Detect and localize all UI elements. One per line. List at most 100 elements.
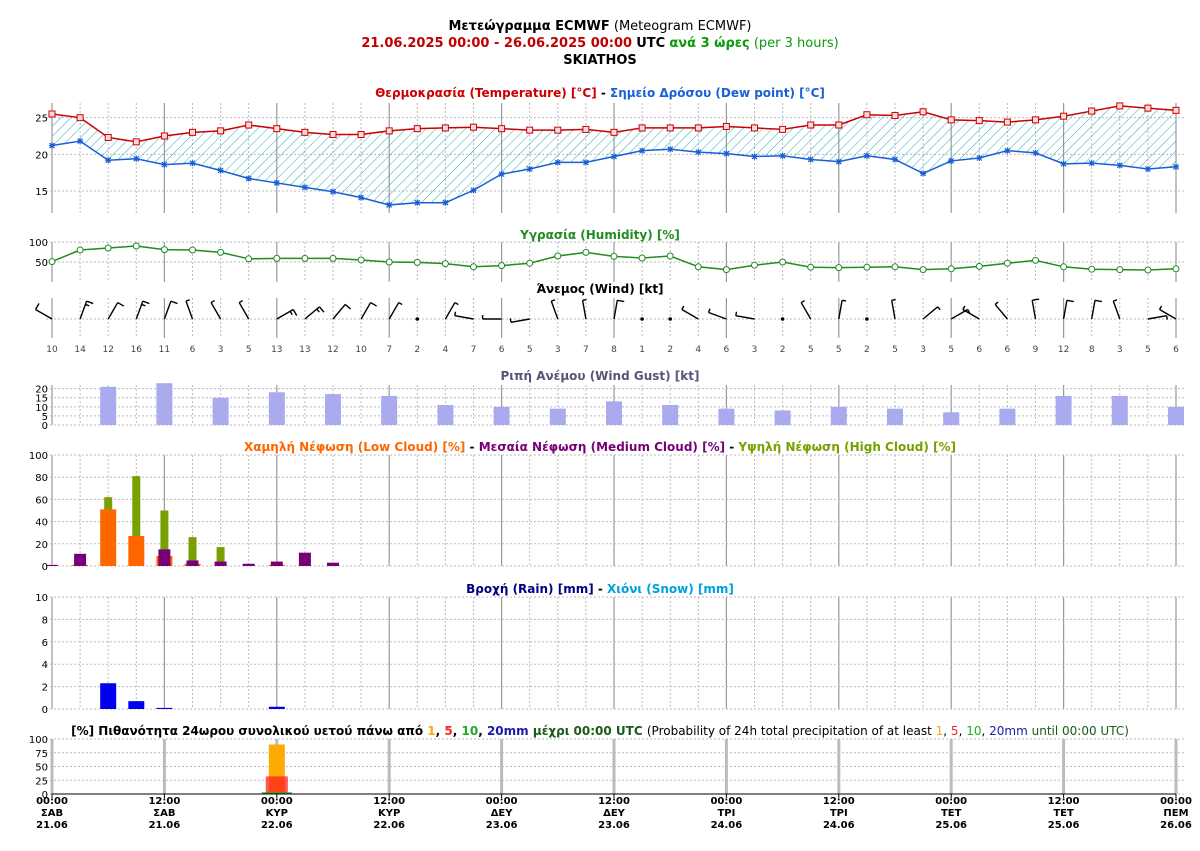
dew-point [414, 199, 421, 206]
dew-point [695, 149, 702, 156]
high-cloud-bar [160, 510, 169, 566]
wind-barb [1147, 315, 1168, 320]
prob-t10: 10 [461, 724, 479, 738]
medium-cloud-bar [242, 563, 255, 566]
gust-y-tick: 5 [42, 412, 48, 423]
temp-point [1088, 107, 1096, 115]
prob-y-tick: 25 [35, 776, 48, 787]
medium-cloud-bar [327, 562, 339, 566]
dew-point [920, 170, 927, 177]
gust-y-tick: 10 [35, 403, 48, 414]
wind-barb [581, 298, 587, 320]
wind-barb [1062, 299, 1074, 320]
gust-bar [1168, 406, 1184, 425]
humidity-point [132, 242, 140, 250]
time-tick-label: 12:00 [373, 796, 405, 807]
wind-barb [707, 308, 727, 320]
wind-speed-label: 3 [218, 345, 224, 355]
temp-point [385, 127, 393, 135]
day-tick-label: ΚΥΡ [266, 808, 288, 819]
wind-barb [613, 299, 625, 320]
temp-y-tick: 25 [35, 114, 48, 125]
temp-point [947, 116, 955, 124]
dew-point [386, 201, 393, 208]
wind-speed-label: 5 [808, 345, 814, 355]
wind-speed-label: 13 [299, 345, 310, 355]
wind-barb [107, 301, 125, 320]
temp-point [666, 124, 674, 132]
wind-speed-label: 4 [695, 345, 701, 355]
humidity-point [722, 266, 730, 274]
dew-point [582, 159, 589, 166]
day-tick-label: ΠΕΜ [1163, 808, 1188, 819]
per-label: (per 3 hours) [753, 36, 839, 51]
humidity-point [48, 258, 56, 266]
humidity-point [1032, 256, 1039, 264]
cloud-y-tick: 20 [35, 540, 48, 551]
temp-point [779, 125, 787, 133]
wind-barb [415, 317, 420, 321]
temp-point [919, 108, 927, 116]
gust-bar [493, 406, 510, 425]
wind-barb [1031, 298, 1040, 320]
time-tick-label: 00:00 [261, 796, 293, 807]
dew-point [751, 153, 758, 160]
rain-bar [100, 683, 117, 709]
cloud-y-tick: 40 [35, 518, 48, 529]
humidity-point [217, 248, 225, 256]
wind-barb [210, 299, 222, 320]
dew-point [723, 150, 730, 157]
day-tick-label: ΤΕΤ [941, 808, 962, 819]
humidity-point [891, 263, 899, 271]
gust-bar [943, 412, 960, 425]
humidity-point [835, 264, 843, 272]
humidity-point [666, 252, 674, 260]
temp-point [891, 111, 899, 119]
temp-point [722, 122, 730, 130]
humidity-title: Υγρασία (Humidity) [%] [520, 228, 680, 242]
dew-point [273, 179, 280, 186]
dew-point [779, 152, 786, 159]
dew-point [470, 187, 477, 194]
date-tick-label: 21.06 [149, 820, 181, 831]
low-cloud-bar [128, 536, 145, 566]
wind-barb [994, 301, 1008, 320]
humidity-point [863, 263, 871, 271]
temp-point [160, 132, 168, 140]
humidity-point [1003, 259, 1011, 267]
temp-point [1032, 116, 1039, 124]
wind-barb [163, 300, 178, 320]
wind-barb [668, 317, 672, 321]
gust-title: Ριπή Ανέμου (Wind Gust) [kt] [500, 369, 700, 383]
temp-point [217, 127, 225, 135]
temp-point [554, 126, 562, 134]
dew-point [133, 155, 140, 162]
temp-point [48, 110, 56, 118]
range-end: 26.06.2025 00:00 [503, 36, 633, 51]
wind-speed-label: 1 [639, 345, 645, 355]
wind-speed-label: 7 [471, 345, 477, 355]
wind-barb [1158, 305, 1177, 320]
prob-en-t20: 20mm [989, 724, 1028, 738]
wind-speed-label: 3 [1117, 345, 1123, 355]
wind-speed-label: 3 [555, 345, 561, 355]
dew-point [1004, 147, 1011, 154]
humidity-point [329, 254, 337, 262]
temp-point [1172, 106, 1180, 114]
dew-point [217, 167, 224, 174]
medium-cloud-bar [270, 561, 283, 566]
wind-title: Άνεμος (Wind) [kt] [536, 282, 664, 296]
cloud-panel-title: Χαμηλή Νέφωση (Low Cloud) [%] - Μεσαία Ν… [0, 440, 1200, 455]
humidity-point [104, 244, 112, 252]
gust-bar [212, 397, 229, 425]
humidity-point [554, 252, 562, 260]
temp-point [413, 125, 421, 133]
dew-point [1173, 163, 1179, 170]
gust-bar [549, 408, 566, 425]
temp-point [863, 111, 871, 119]
wind-barb [454, 311, 474, 320]
time-tick-label: 00:00 [486, 796, 518, 807]
humidity-point [1088, 265, 1096, 273]
dew-point [1032, 149, 1039, 156]
dew-point [667, 146, 674, 153]
